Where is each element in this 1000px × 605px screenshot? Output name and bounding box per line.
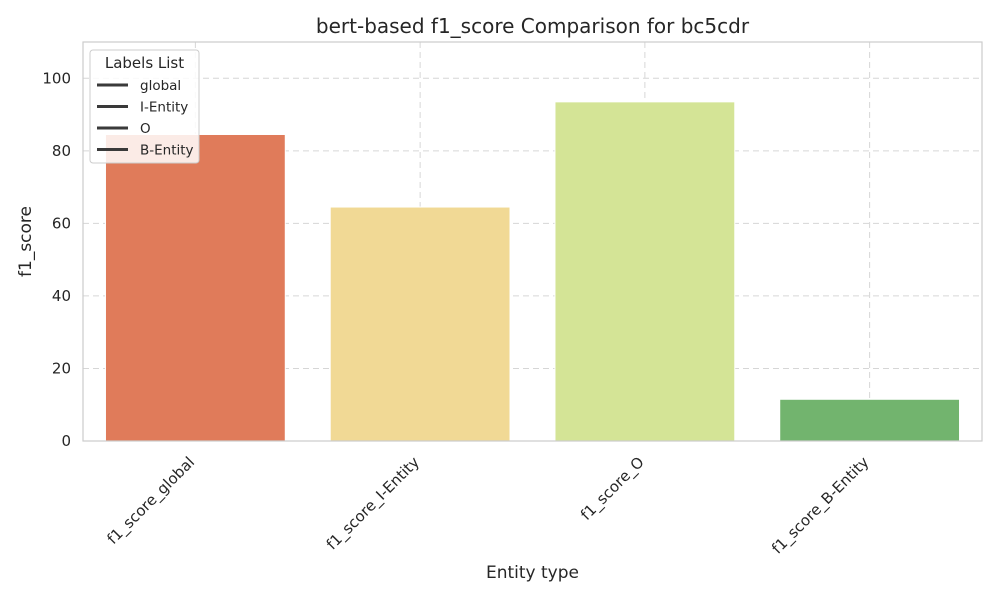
plot-frame	[82, 41, 983, 442]
bar	[554, 101, 736, 442]
legend-entry-label: B-Entity	[140, 143, 194, 159]
y-axis-ticks: 0 20 40 60 80 100	[42, 69, 71, 450]
x-axis-label: Entity type	[486, 563, 579, 583]
y-tick-label: 20	[52, 359, 71, 377]
x-axis-ticks: f1_score_global f1_score_I-Entity f1_score…	[104, 453, 874, 558]
y-axis-label: f1_score	[16, 206, 36, 277]
legend-entry-label: global	[140, 78, 181, 94]
x-tick-label: f1_score_global	[104, 453, 199, 548]
x-tick-label: f1_score_B-Entity	[768, 453, 873, 558]
bar	[779, 398, 961, 442]
y-tick-label: 100	[42, 69, 71, 87]
legend: Labels List global I-Entity O B-Entity	[89, 49, 200, 164]
legend-entry-label: O	[140, 121, 151, 137]
x-tick-label: f1_score_O	[577, 453, 648, 524]
legend-box	[89, 49, 200, 164]
chart-title: bert-based f1_score Comparison for bc5cd…	[316, 14, 750, 38]
y-tick-label: 60	[52, 214, 71, 232]
x-tick-label: f1_score_I-Entity	[323, 453, 424, 554]
y-tick-label: 0	[61, 432, 71, 450]
bar	[104, 133, 286, 442]
y-tick-label: 80	[52, 142, 71, 160]
legend-entry-label: I-Entity	[140, 100, 188, 116]
bar	[329, 206, 511, 442]
legend-title: Labels List	[105, 54, 184, 72]
bars	[104, 101, 961, 442]
y-tick-label: 40	[52, 287, 71, 305]
